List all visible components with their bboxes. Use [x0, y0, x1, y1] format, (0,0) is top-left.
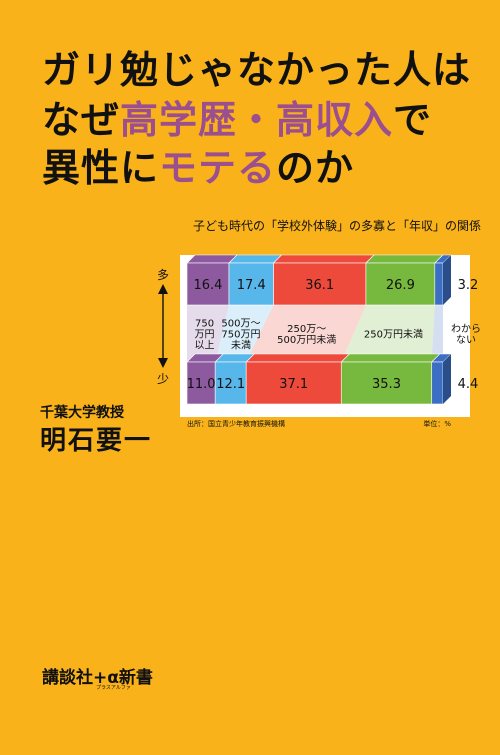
chart-title: 子ども時代の「学校外体験」の多寡と「年収」の関係 — [193, 219, 482, 233]
row-label-low: 少 — [157, 372, 169, 386]
bar-row-high-top — [228, 254, 283, 264]
title-line-3: 異性にモテるのか — [42, 146, 355, 190]
connector-band — [187, 305, 229, 362]
bar-row-low-segment — [186, 361, 216, 405]
category-label: 500万円未満 — [277, 334, 336, 346]
bar-row-low-segment — [214, 361, 247, 405]
value-label: 37.1 — [279, 377, 308, 392]
bar-row-low-top — [340, 353, 441, 363]
publisher-imprint-reading: プラスアルファ — [96, 685, 131, 691]
bar-row-high-segment — [365, 262, 436, 306]
bar-row-low-segment — [245, 361, 342, 405]
category-label: ない — [456, 334, 476, 346]
bar-row-high-segment — [273, 262, 367, 306]
value-label: 16.4 — [194, 278, 223, 293]
connector-band — [246, 305, 366, 362]
category-label: 未満 — [231, 340, 251, 352]
bar-row-high-side — [443, 255, 451, 305]
title-highlight-education-income: 高学歴・高収入 — [120, 98, 394, 142]
category-label: わから — [451, 323, 481, 335]
category-label: 500万〜 — [221, 319, 260, 330]
category-label: 750 — [195, 319, 214, 330]
value-label: 4.4 — [458, 377, 479, 392]
value-label: 3.2 — [458, 278, 479, 293]
category-label: 250万円未満 — [364, 329, 423, 341]
axis-arrow-up — [158, 284, 168, 294]
bar-row-high-top — [186, 254, 238, 264]
bar-row-low-side — [443, 354, 451, 404]
value-label: 35.3 — [372, 377, 401, 392]
author-role: 千葉大学教授 — [40, 405, 124, 421]
title-line-1: ガリ勉じゃなかった人は — [42, 48, 472, 92]
value-label: 12.1 — [216, 377, 245, 392]
bar-row-low-segment — [431, 361, 444, 405]
connector-band — [341, 305, 435, 362]
value-label: 36.1 — [305, 278, 334, 293]
bar-row-high-segment — [434, 262, 444, 306]
category-label: 以上 — [195, 340, 215, 352]
bar-row-low-top — [245, 353, 350, 363]
publisher-imprint: 講談社+α新書 — [42, 668, 153, 688]
chart-unit: 単位：% — [423, 419, 451, 428]
author-name: 明石要一 — [40, 426, 153, 456]
connector-band — [215, 305, 274, 362]
value-label: 26.9 — [386, 278, 415, 293]
chart-source: 出所：国立青少年教育振興機構 — [187, 419, 285, 428]
title-highlight-popular: モテる — [159, 146, 277, 190]
axis-arrow-down — [158, 358, 168, 368]
value-label: 11.0 — [187, 377, 216, 392]
bar-row-high-top — [365, 254, 444, 264]
category-label: 万円 — [195, 330, 215, 341]
bar-row-high-segment — [228, 262, 274, 306]
row-label-high: 多 — [157, 268, 169, 282]
category-label: 250万〜 — [287, 324, 326, 335]
value-label: 17.4 — [237, 278, 266, 293]
bar-row-high-segment — [186, 262, 230, 306]
connector-band — [431, 305, 443, 362]
category-label: 750万円 — [221, 330, 260, 341]
title-line-2: なぜ高学歴・高収入で — [42, 98, 433, 142]
bar-row-high-top — [272, 254, 375, 264]
bar-row-low-segment — [340, 361, 433, 405]
